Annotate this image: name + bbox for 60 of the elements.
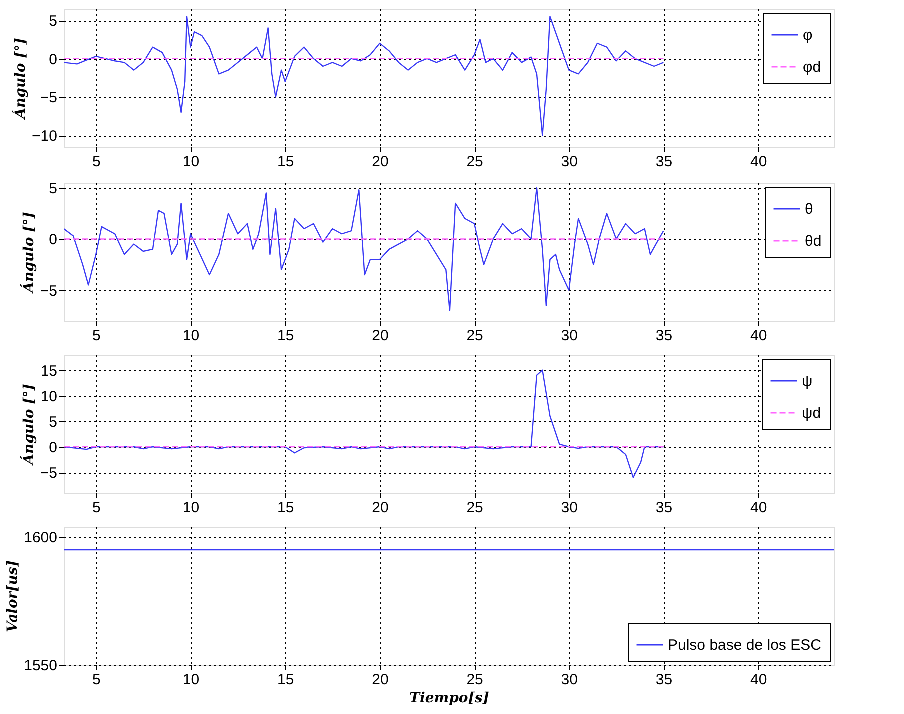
x-tick-label: 10: [182, 154, 200, 170]
legend-label: φd: [803, 59, 822, 76]
x-tick-label: 30: [561, 500, 578, 516]
line-series: [64, 188, 664, 312]
y-axis-title: Ángulo [°]: [20, 212, 38, 295]
x-tick-label: 25: [466, 328, 484, 344]
x-tick-label: 30: [561, 328, 578, 344]
y-tick-label: 10: [40, 388, 58, 406]
x-tick-label: 35: [656, 154, 673, 170]
legend-label: θd: [805, 233, 822, 250]
y-tick-label: −5: [40, 282, 58, 300]
x-tick-label: 5: [92, 672, 101, 688]
y-tick-label: 0: [49, 51, 58, 68]
x-tick-label: 10: [182, 500, 200, 516]
y-tick-label: −5: [40, 90, 58, 107]
y-tick-label: 5: [49, 13, 58, 30]
x-tick-label: 35: [656, 500, 673, 516]
y-tick-label: 1550: [24, 658, 58, 674]
legend-label: ψ: [802, 373, 813, 390]
y-tick-label: 0: [49, 440, 58, 456]
x-tick-label: 40: [750, 328, 768, 344]
x-tick-label: 15: [278, 328, 294, 344]
x-tick-label: 25: [466, 672, 484, 688]
legend-label: θ: [805, 201, 814, 218]
legend-label: ψd: [802, 405, 822, 422]
x-axis-title: Tiempo[s]: [410, 690, 490, 706]
y-axis-title: Valor[us]: [5, 560, 22, 632]
y-tick-label: −5: [40, 465, 58, 482]
x-tick-label: 5: [92, 328, 101, 344]
x-tick-label: 25: [466, 500, 484, 516]
x-tick-label: 15: [278, 500, 294, 516]
x-tick-label: 20: [372, 672, 389, 688]
y-tick-label: 0: [49, 232, 58, 249]
x-tick-label: 15: [278, 154, 294, 170]
x-tick-label: 20: [372, 328, 389, 344]
y-axis-title: Ángulo [°]: [20, 384, 38, 467]
x-tick-label: 25: [466, 154, 484, 170]
x-tick-label: 35: [656, 672, 673, 688]
x-tick-label: 5: [92, 500, 101, 516]
x-tick-label: 40: [750, 154, 768, 170]
x-tick-label: 15: [278, 672, 294, 688]
y-tick-label: −10: [32, 128, 58, 145]
y-tick-label: 5: [49, 180, 58, 198]
x-tick-label: 40: [750, 672, 768, 688]
x-tick-label: 10: [182, 328, 200, 344]
legend-label: Pulso base de los ESC: [668, 637, 822, 654]
legend-label: φ: [803, 27, 813, 44]
x-tick-label: 40: [750, 500, 768, 516]
line-series: [64, 16, 664, 136]
x-tick-label: 30: [561, 672, 578, 688]
x-tick-label: 35: [656, 328, 673, 344]
y-tick-label: 15: [40, 362, 58, 380]
y-tick-label: 5: [49, 414, 58, 431]
x-tick-label: 30: [561, 154, 578, 170]
x-tick-label: 20: [372, 154, 389, 170]
y-axis-title: Ángulo [°]: [12, 38, 30, 121]
x-tick-label: 5: [92, 154, 101, 170]
y-tick-label: 1600: [24, 530, 58, 547]
x-tick-label: 10: [182, 672, 200, 688]
x-tick-label: 20: [372, 500, 389, 516]
